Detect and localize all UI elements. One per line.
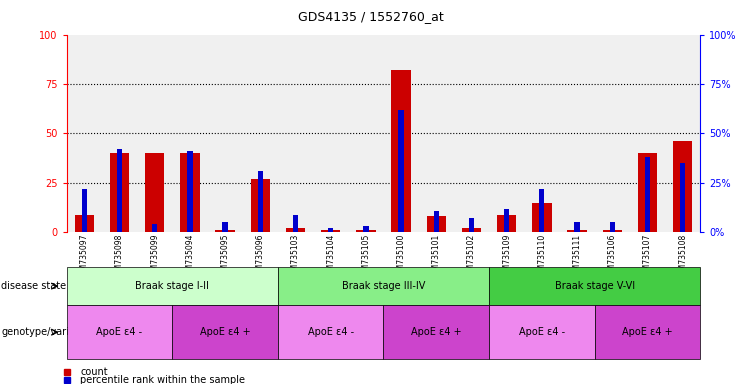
Bar: [216, 230, 235, 232]
Text: Braak stage V-VI: Braak stage V-VI: [554, 281, 635, 291]
Text: Braak stage I-II: Braak stage I-II: [136, 281, 209, 291]
Bar: [356, 230, 376, 232]
Text: ApoE ε4 -: ApoE ε4 -: [96, 327, 142, 337]
Text: ApoE ε4 +: ApoE ε4 +: [200, 327, 250, 337]
Text: disease state: disease state: [1, 281, 67, 291]
Bar: [75, 215, 94, 232]
Bar: [568, 230, 587, 232]
Bar: [293, 215, 298, 232]
Bar: [645, 157, 650, 232]
Bar: [152, 224, 157, 232]
Text: Braak stage III-IV: Braak stage III-IV: [342, 281, 425, 291]
Bar: [187, 151, 193, 232]
Text: GDS4135 / 1552760_at: GDS4135 / 1552760_at: [298, 10, 443, 23]
Bar: [497, 215, 516, 232]
Bar: [286, 228, 305, 232]
Bar: [328, 228, 333, 232]
Bar: [539, 189, 545, 232]
Bar: [391, 70, 411, 232]
Bar: [82, 189, 87, 232]
Bar: [532, 203, 551, 232]
Text: genotype/variation: genotype/variation: [1, 327, 94, 337]
Bar: [110, 153, 129, 232]
Text: percentile rank within the sample: percentile rank within the sample: [80, 375, 245, 384]
Bar: [462, 228, 481, 232]
Bar: [250, 179, 270, 232]
Bar: [222, 222, 227, 232]
Bar: [673, 141, 692, 232]
Bar: [638, 153, 657, 232]
Text: ApoE ε4 -: ApoE ε4 -: [308, 327, 353, 337]
Bar: [427, 217, 446, 232]
Text: ApoE ε4 +: ApoE ε4 +: [622, 327, 673, 337]
Bar: [469, 218, 474, 232]
Bar: [321, 230, 340, 232]
Bar: [117, 149, 122, 232]
Bar: [258, 171, 263, 232]
Bar: [145, 153, 165, 232]
Bar: [433, 210, 439, 232]
Bar: [680, 163, 685, 232]
Bar: [504, 209, 509, 232]
Text: count: count: [80, 367, 107, 377]
Bar: [602, 230, 622, 232]
Bar: [399, 110, 404, 232]
Text: ApoE ε4 +: ApoE ε4 +: [411, 327, 462, 337]
Bar: [180, 153, 199, 232]
Bar: [610, 222, 615, 232]
Text: ApoE ε4 -: ApoE ε4 -: [519, 327, 565, 337]
Bar: [574, 222, 579, 232]
Bar: [363, 227, 368, 232]
